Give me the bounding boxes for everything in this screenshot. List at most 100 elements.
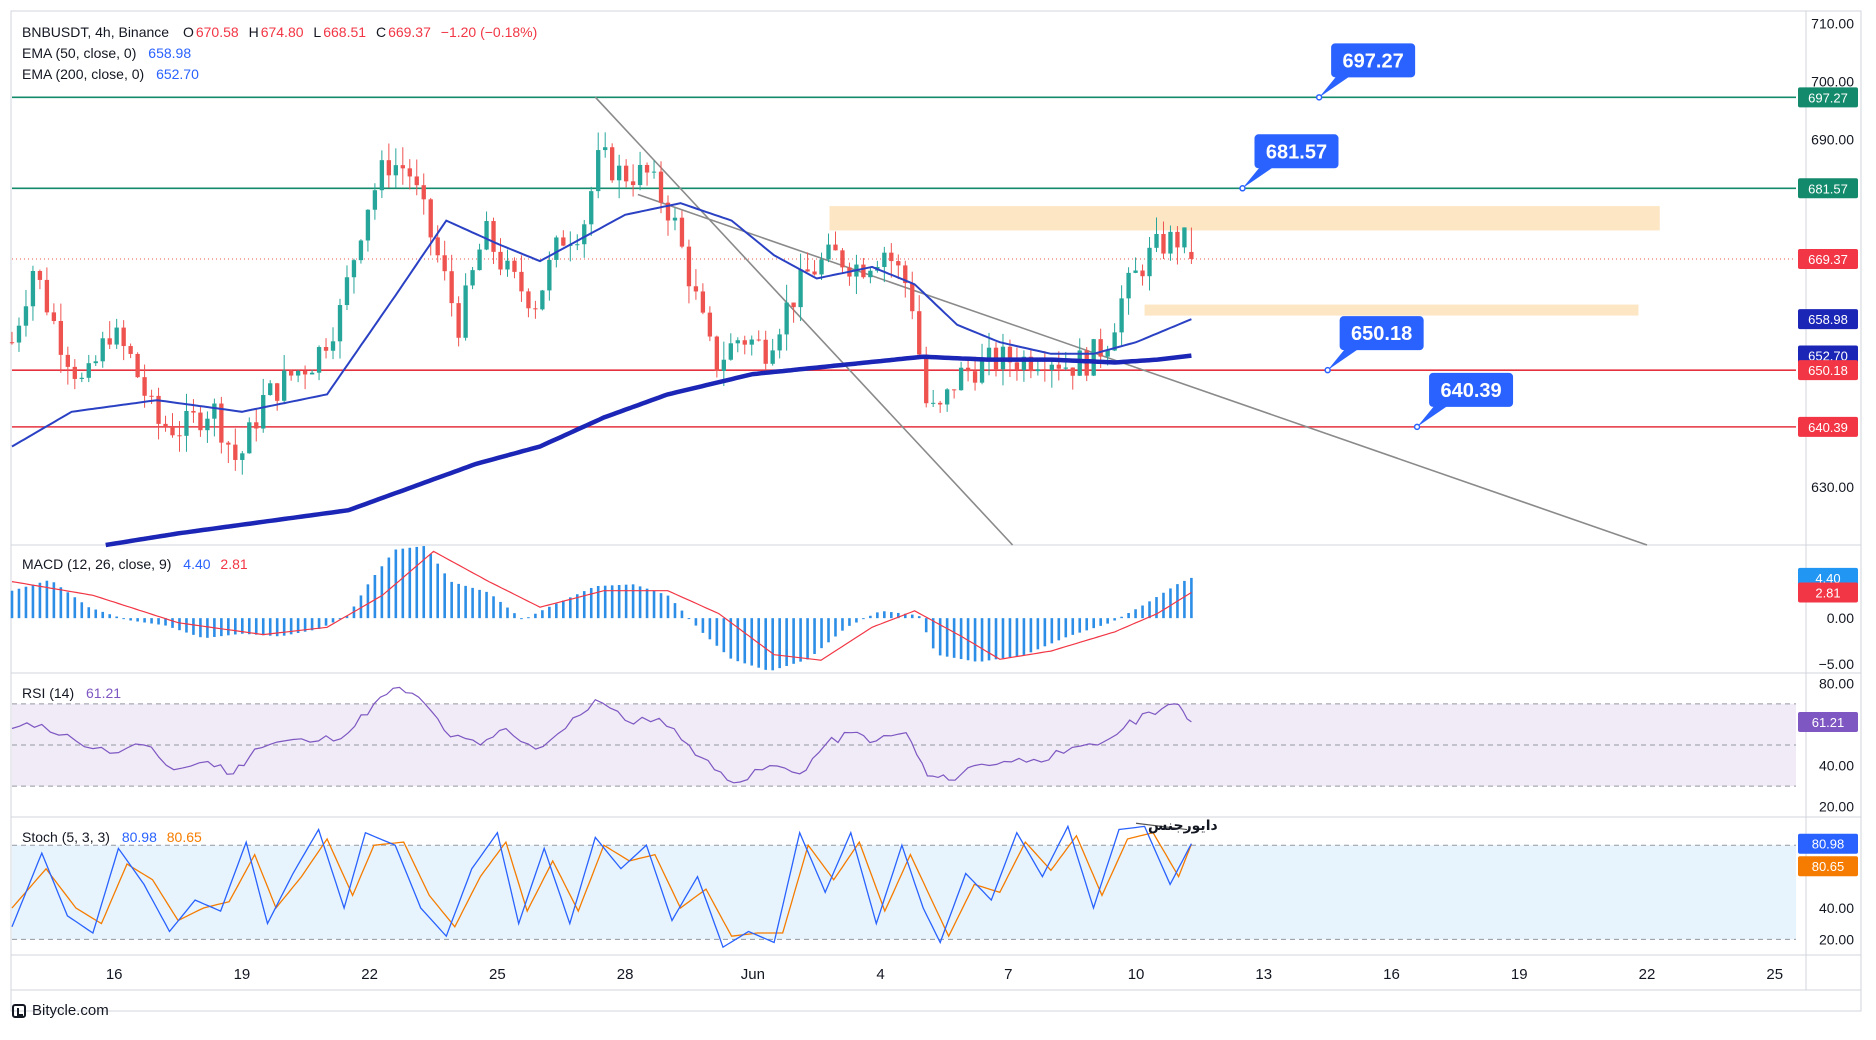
- candle-body: [819, 259, 824, 275]
- candle-body: [1042, 369, 1048, 371]
- x-tick-label: 22: [1639, 966, 1656, 983]
- candle-body: [540, 290, 545, 310]
- macd-bar: [366, 584, 370, 619]
- candle-body: [938, 402, 943, 405]
- price-tag-text: 652.70: [1808, 349, 1848, 364]
- macd-bar: [799, 618, 802, 662]
- candle-body: [1175, 231, 1180, 248]
- macd-bar: [855, 618, 858, 623]
- macd-bar: [555, 603, 558, 619]
- candle-body: [177, 435, 182, 437]
- candle-body: [658, 171, 664, 203]
- macd-bar: [45, 580, 49, 619]
- macd-bar: [715, 618, 719, 646]
- stoch-d-value: 80.65: [166, 829, 202, 845]
- macd-bar: [157, 618, 160, 625]
- callout-pointer: [1319, 75, 1352, 98]
- candle-body: [414, 176, 419, 186]
- macd-bar: [589, 587, 593, 619]
- callout-label: 650.18: [1351, 323, 1412, 345]
- price-tag: [1798, 248, 1858, 269]
- y-tick-label: 40.00: [1819, 758, 1854, 774]
- candle-body: [358, 240, 364, 261]
- macd-bar: [736, 618, 740, 662]
- candle-body: [700, 291, 706, 313]
- candle-body: [79, 377, 84, 379]
- candle-body: [1182, 227, 1187, 248]
- macd-bar: [722, 618, 726, 653]
- candle-body: [72, 366, 77, 379]
- macd-bar: [910, 614, 914, 619]
- stoch-k-tag: [1798, 833, 1858, 854]
- candle-body: [742, 340, 747, 345]
- candle-body: [714, 336, 720, 371]
- y-tick-label: −5.00: [1819, 656, 1855, 672]
- candle-body: [951, 389, 957, 391]
- macd-bar: [980, 618, 984, 662]
- macd-bar: [143, 618, 146, 623]
- low-value: 668.51: [323, 24, 367, 40]
- macd-bar: [778, 618, 781, 669]
- y-tick-label: 0.00: [1827, 610, 1854, 626]
- y-tick-label: 20.00: [1819, 799, 1854, 815]
- price-tag: [1798, 87, 1858, 108]
- candle-body: [1028, 356, 1034, 372]
- macd-bar: [827, 618, 830, 643]
- candle-body: [1161, 234, 1166, 254]
- macd-bar: [1155, 597, 1158, 619]
- macd-bar: [373, 575, 377, 619]
- candle-body: [407, 168, 412, 177]
- candle-body: [491, 221, 496, 252]
- macd-bar: [345, 616, 349, 619]
- candle-body: [882, 252, 887, 267]
- macd-bar: [617, 585, 621, 619]
- macd-bar: [903, 613, 907, 619]
- candle-body: [393, 165, 398, 176]
- macd-bar: [254, 618, 258, 635]
- candle-body: [1070, 367, 1075, 376]
- x-tick-label: 10: [1128, 966, 1145, 983]
- candle-body: [316, 347, 322, 373]
- candle-body: [1098, 339, 1103, 357]
- macd-bar: [931, 618, 935, 649]
- macd-bar: [1141, 605, 1144, 619]
- macd-bar: [666, 595, 670, 619]
- candle-body: [449, 271, 454, 304]
- price-tag: [1798, 360, 1858, 381]
- callout-pointer: [1417, 404, 1450, 427]
- candle-body: [735, 340, 740, 344]
- x-tick-label: 22: [361, 966, 378, 983]
- candle-body: [1035, 369, 1041, 372]
- macd-bar: [680, 610, 684, 619]
- candle-body: [51, 312, 57, 322]
- candle-body: [219, 403, 224, 443]
- macd-bar: [380, 566, 384, 619]
- x-tick-label: 7: [1004, 966, 1012, 983]
- candle-body: [651, 171, 657, 173]
- macd-bar: [1183, 580, 1186, 619]
- macd-bar: [338, 618, 342, 620]
- candle-body: [589, 191, 594, 225]
- candle-body: [644, 164, 650, 173]
- macd-bar: [541, 610, 544, 619]
- macd-bar: [534, 613, 537, 619]
- macd-bar: [659, 593, 663, 619]
- macd-bar: [952, 618, 956, 658]
- stoch-k-value: 80.98: [121, 829, 157, 845]
- macd-bar: [324, 618, 328, 626]
- x-tick-label: 25: [489, 966, 506, 983]
- macd-bar: [10, 590, 14, 619]
- candle-body: [707, 312, 713, 337]
- y-tick-label: 40.00: [1819, 900, 1854, 916]
- candle-body: [1147, 247, 1152, 277]
- macd-bar: [938, 618, 942, 656]
- candle-body: [240, 453, 245, 460]
- macd-bar: [52, 582, 56, 619]
- candle-body: [282, 370, 287, 401]
- candle-body: [1140, 270, 1145, 277]
- macd-bar: [1022, 618, 1026, 655]
- macd-bar: [247, 618, 251, 635]
- candle-body: [1091, 339, 1096, 376]
- macd-bar: [624, 584, 628, 619]
